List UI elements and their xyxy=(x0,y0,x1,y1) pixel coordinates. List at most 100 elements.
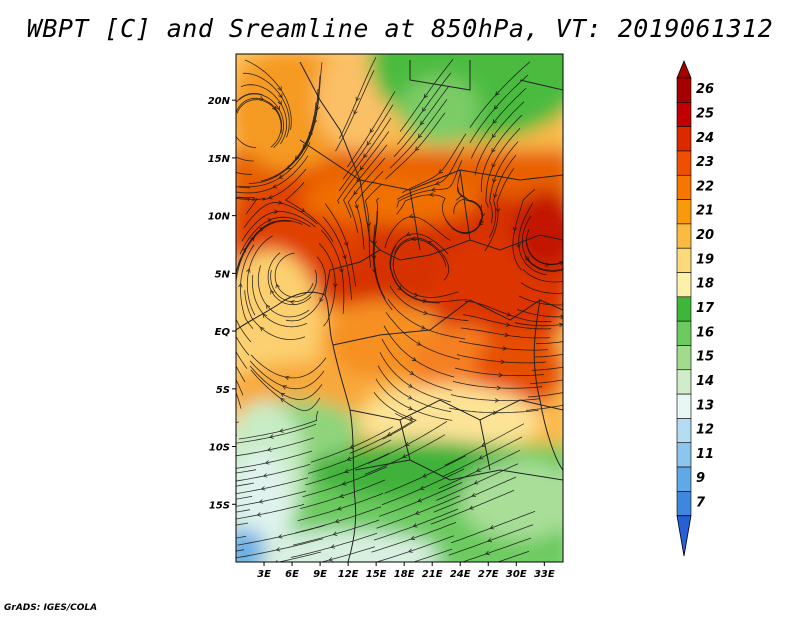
streamline xyxy=(236,172,252,175)
streamline xyxy=(367,420,448,464)
y-axis: 20N 15N 10N 5N EQ 5S 10S 15S xyxy=(208,96,236,511)
y-tick-label: 10S xyxy=(209,443,230,454)
streamline-arrow xyxy=(277,534,283,539)
streamline-arrow xyxy=(226,313,230,317)
streamline xyxy=(433,476,517,513)
x-tick-label: 33E xyxy=(534,569,555,580)
streamline-arrow xyxy=(560,314,563,320)
streamline xyxy=(393,237,450,281)
streamline-arrow xyxy=(271,105,277,111)
streamline xyxy=(489,154,517,238)
streamline xyxy=(238,93,284,149)
x-tick-label: 21E xyxy=(422,569,443,580)
streamline xyxy=(516,308,563,318)
streamline-arrow xyxy=(286,165,291,170)
streamline xyxy=(452,380,543,389)
y-tick-label: 20N xyxy=(208,96,231,107)
streamline xyxy=(236,350,248,369)
streamline-arrow xyxy=(492,178,497,184)
colorbar-label: 9 xyxy=(696,471,705,486)
streamline xyxy=(454,367,544,377)
streamline-arrow xyxy=(407,395,413,400)
streamline xyxy=(243,72,290,138)
streamline xyxy=(384,455,467,494)
streamline xyxy=(387,298,466,340)
y-tick-label: 5S xyxy=(216,385,230,396)
streamline xyxy=(236,421,240,423)
streamline-arrow xyxy=(493,193,498,199)
colorbar-segment xyxy=(676,199,692,225)
streamline xyxy=(379,481,463,517)
y-tick-label: 15S xyxy=(209,500,230,511)
streamline xyxy=(520,282,563,294)
colorbar-segment xyxy=(676,247,692,273)
streamline xyxy=(307,439,392,474)
streamline xyxy=(364,184,382,268)
streamline xyxy=(384,216,451,249)
streamline xyxy=(456,354,546,364)
streamline xyxy=(412,548,453,562)
streamline-arrow xyxy=(484,564,488,568)
streamline-arrow xyxy=(259,326,265,332)
streamline xyxy=(347,157,386,233)
streamline xyxy=(496,550,530,562)
streamline-arrow xyxy=(366,141,371,146)
streamline xyxy=(241,210,316,242)
streamline-arrow xyxy=(341,481,347,486)
streamline-arrow xyxy=(572,389,576,393)
streamline xyxy=(236,335,250,356)
streamline xyxy=(246,235,273,316)
colorbar-label: 19 xyxy=(696,252,714,267)
streamline xyxy=(430,489,515,525)
streamline xyxy=(237,524,326,546)
streamline-arrow xyxy=(223,351,227,355)
streamline xyxy=(469,74,529,144)
streamline xyxy=(236,437,315,457)
streamline xyxy=(335,70,375,152)
streamline-arrow xyxy=(484,550,490,556)
streamline-arrow xyxy=(330,544,336,549)
streamline-arrow xyxy=(473,480,479,485)
streamline-arrow xyxy=(408,383,413,388)
streamline-arrow xyxy=(427,241,433,246)
colorbar-label: 20 xyxy=(696,228,714,243)
streamline xyxy=(385,112,446,180)
colorbar-segment xyxy=(676,77,692,103)
streamline-arrow xyxy=(414,510,420,515)
streamline-arrow xyxy=(496,385,502,391)
streamline xyxy=(249,365,323,401)
streamline xyxy=(535,341,563,345)
streamline-arrow xyxy=(207,488,211,492)
streamline xyxy=(236,99,282,148)
streamline xyxy=(322,216,352,300)
streamline-arrow xyxy=(525,256,530,262)
wbpt-shaded-field xyxy=(236,54,563,562)
streamline-arrow xyxy=(223,339,227,343)
streamline-arrow xyxy=(372,268,377,274)
streamline xyxy=(436,463,519,501)
coastline-and-borders xyxy=(236,60,563,562)
streamline-arrow xyxy=(386,431,392,436)
streamline-arrow xyxy=(187,451,191,455)
streamline-arrow xyxy=(438,169,443,174)
colorbar-segment xyxy=(676,320,692,346)
x-tick-label: 30E xyxy=(506,569,527,580)
streamline-arrow xyxy=(563,268,567,272)
streamline-arrow xyxy=(369,128,374,134)
x-tick-label: 9E xyxy=(313,569,327,580)
streamline xyxy=(236,450,313,469)
streamline xyxy=(373,392,417,440)
y-tick-label: EQ xyxy=(215,327,231,338)
streamline xyxy=(236,92,263,149)
streamline-arrow xyxy=(278,93,283,99)
colorbar-segment xyxy=(676,466,692,492)
streamline xyxy=(238,168,307,201)
streamline xyxy=(250,354,327,379)
streamline xyxy=(244,59,292,130)
colorbar-segment xyxy=(676,126,692,152)
streamline-arrow xyxy=(344,468,349,474)
streamline-arrow xyxy=(570,402,574,406)
streamline-arrow xyxy=(272,184,278,189)
colorbar-segment xyxy=(676,418,692,444)
streamline-arrow xyxy=(353,110,358,115)
